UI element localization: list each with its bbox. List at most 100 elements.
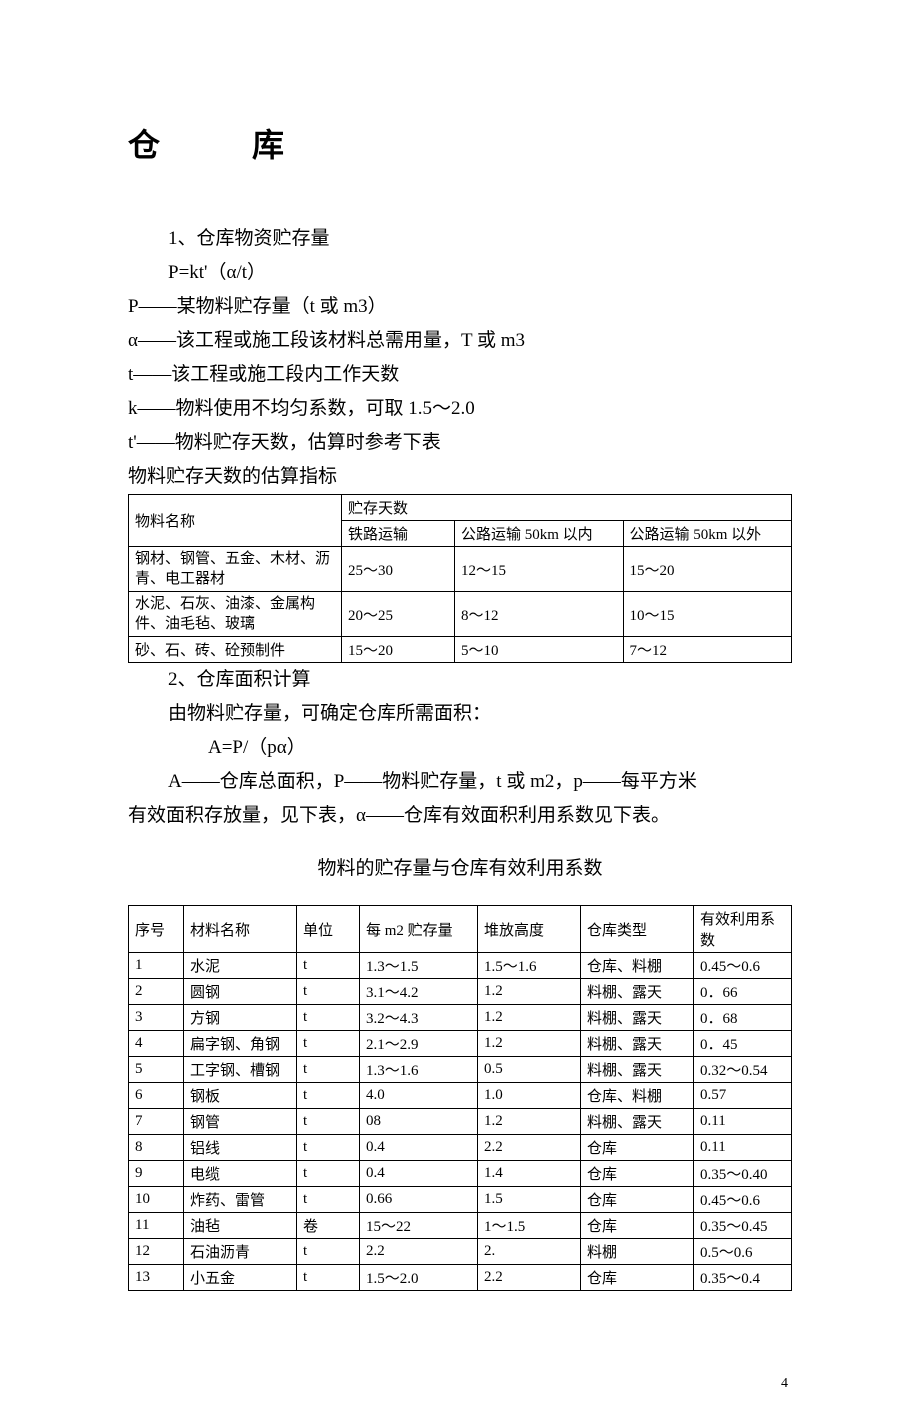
th-road-in: 公路运输 50km 以内 xyxy=(455,521,624,547)
td-height: 1.2 xyxy=(478,1031,581,1057)
td-type: 仓库 xyxy=(581,1161,694,1187)
th-no: 序号 xyxy=(129,906,184,953)
page-number: 4 xyxy=(781,1376,788,1392)
td-height: 2.2 xyxy=(478,1265,581,1291)
td-coef: 0.57 xyxy=(694,1083,792,1109)
section2-heading: 2、仓库面积计算 xyxy=(128,663,792,697)
td-coef: 0.32～0.54 xyxy=(694,1057,792,1083)
td-no: 9 xyxy=(129,1161,184,1187)
td-name: 钢管 xyxy=(184,1109,297,1135)
table-row: 11油毡卷15～221～1.5仓库0.35～0.45 xyxy=(129,1213,792,1239)
td-unit: t xyxy=(297,1109,360,1135)
table-row: 7钢管t081.2料棚、露天0.11 xyxy=(129,1109,792,1135)
td-unit: t xyxy=(297,1135,360,1161)
td-per: 0.4 xyxy=(360,1161,478,1187)
td-height: 1.4 xyxy=(478,1161,581,1187)
table2-caption: 物料的贮存量与仓库有效利用系数 xyxy=(128,852,792,886)
def-t: t——该工程或施工段内工作天数 xyxy=(128,358,792,392)
th-unit: 单位 xyxy=(297,906,360,953)
td-type: 仓库、料棚 xyxy=(581,953,694,979)
td-in: 5～10 xyxy=(455,637,624,663)
td-no: 5 xyxy=(129,1057,184,1083)
def-k: k——物料使用不均匀系数，可取 1.5～2.0 xyxy=(128,392,792,426)
td-height: 1～1.5 xyxy=(478,1213,581,1239)
td-unit: 卷 xyxy=(297,1213,360,1239)
td-per: 1.3～1.5 xyxy=(360,953,478,979)
table-row: 6钢板t4.01.0仓库、料棚0.57 xyxy=(129,1083,792,1109)
td-out: 7～12 xyxy=(623,637,792,663)
td-type: 仓库 xyxy=(581,1135,694,1161)
td-name: 小五金 xyxy=(184,1265,297,1291)
td-rail: 25～30 xyxy=(342,547,455,592)
formula-p: P=kt'（α/t） xyxy=(128,256,792,290)
td-per: 0.4 xyxy=(360,1135,478,1161)
td-name: 铝线 xyxy=(184,1135,297,1161)
th-coef: 有效利用系数 xyxy=(694,906,792,953)
section1-heading: 1、仓库物资贮存量 xyxy=(128,222,792,256)
td-height: 1.0 xyxy=(478,1083,581,1109)
td-coef: 0.35～0.45 xyxy=(694,1213,792,1239)
table-row: 水泥、石灰、油漆、金属构件、油毛毡、玻璃 20～25 8～12 10～15 xyxy=(129,592,792,637)
td-no: 13 xyxy=(129,1265,184,1291)
td-height: 1.2 xyxy=(478,1005,581,1031)
td-type: 仓库 xyxy=(581,1265,694,1291)
def-tp: t'——物料贮存天数，估算时参考下表 xyxy=(128,426,792,460)
table-row: 钢材、钢管、五金、木材、沥青、电工器材 25～30 12～15 15～20 xyxy=(129,547,792,592)
td-name: 石油沥青 xyxy=(184,1239,297,1265)
td-coef: 0.45～0.6 xyxy=(694,1187,792,1213)
td-unit: t xyxy=(297,1005,360,1031)
td-type: 料棚、露天 xyxy=(581,979,694,1005)
td-type: 仓库、料棚 xyxy=(581,1083,694,1109)
th-per: 每 m2 贮存量 xyxy=(360,906,478,953)
th-road-out: 公路运输 50km 以外 xyxy=(623,521,792,547)
td-no: 10 xyxy=(129,1187,184,1213)
def-alpha: α——该工程或施工段该材料总需用量，T 或 m3 xyxy=(128,324,792,358)
td-type: 料棚 xyxy=(581,1239,694,1265)
th-height: 堆放高度 xyxy=(478,906,581,953)
td-unit: t xyxy=(297,1187,360,1213)
td-per: 0.66 xyxy=(360,1187,478,1213)
td-name: 砂、石、砖、砼预制件 xyxy=(129,637,342,663)
section2-line2: A——仓库总面积，P——物料贮存量，t 或 m2，p——每平方米 xyxy=(128,765,792,799)
td-per: 1.5～2.0 xyxy=(360,1265,478,1291)
td-no: 3 xyxy=(129,1005,184,1031)
td-unit: t xyxy=(297,1265,360,1291)
td-unit: t xyxy=(297,1161,360,1187)
td-coef: 0．45 xyxy=(694,1031,792,1057)
td-height: 1.5 xyxy=(478,1187,581,1213)
td-type: 料棚、露天 xyxy=(581,1031,694,1057)
td-per: 2.2 xyxy=(360,1239,478,1265)
td-name: 工字钢、槽钢 xyxy=(184,1057,297,1083)
td-name: 水泥、石灰、油漆、金属构件、油毛毡、玻璃 xyxy=(129,592,342,637)
td-height: 1.2 xyxy=(478,1109,581,1135)
td-coef: 0．66 xyxy=(694,979,792,1005)
td-rail: 20～25 xyxy=(342,592,455,637)
td-height: 0.5 xyxy=(478,1057,581,1083)
td-type: 料棚、露天 xyxy=(581,1109,694,1135)
td-coef: 0.45～0.6 xyxy=(694,953,792,979)
table-row: 9电缆t0.41.4仓库0.35～0.40 xyxy=(129,1161,792,1187)
td-name: 圆钢 xyxy=(184,979,297,1005)
def-p: P——某物料贮存量（t 或 m3） xyxy=(128,290,792,324)
td-type: 仓库 xyxy=(581,1187,694,1213)
td-coef: 0.5～0.6 xyxy=(694,1239,792,1265)
td-name: 电缆 xyxy=(184,1161,297,1187)
th-material: 物料名称 xyxy=(129,495,342,547)
td-type: 料棚、露天 xyxy=(581,1005,694,1031)
page-title: 仓 库 xyxy=(128,120,792,166)
table-row: 12石油沥青t2.22.料棚0.5～0.6 xyxy=(129,1239,792,1265)
td-in: 12～15 xyxy=(455,547,624,592)
td-out: 10～15 xyxy=(623,592,792,637)
td-name: 水泥 xyxy=(184,953,297,979)
td-per: 4.0 xyxy=(360,1083,478,1109)
th-type: 仓库类型 xyxy=(581,906,694,953)
storage-coef-table: 序号 材料名称 单位 每 m2 贮存量 堆放高度 仓库类型 有效利用系数 1水泥… xyxy=(128,905,792,1291)
td-unit: t xyxy=(297,953,360,979)
td-coef: 0.11 xyxy=(694,1135,792,1161)
table-row: 物料名称 贮存天数 xyxy=(129,495,792,521)
td-unit: t xyxy=(297,1239,360,1265)
td-per: 3.2～4.3 xyxy=(360,1005,478,1031)
td-rail: 15～20 xyxy=(342,637,455,663)
td-no: 11 xyxy=(129,1213,184,1239)
td-type: 仓库 xyxy=(581,1213,694,1239)
